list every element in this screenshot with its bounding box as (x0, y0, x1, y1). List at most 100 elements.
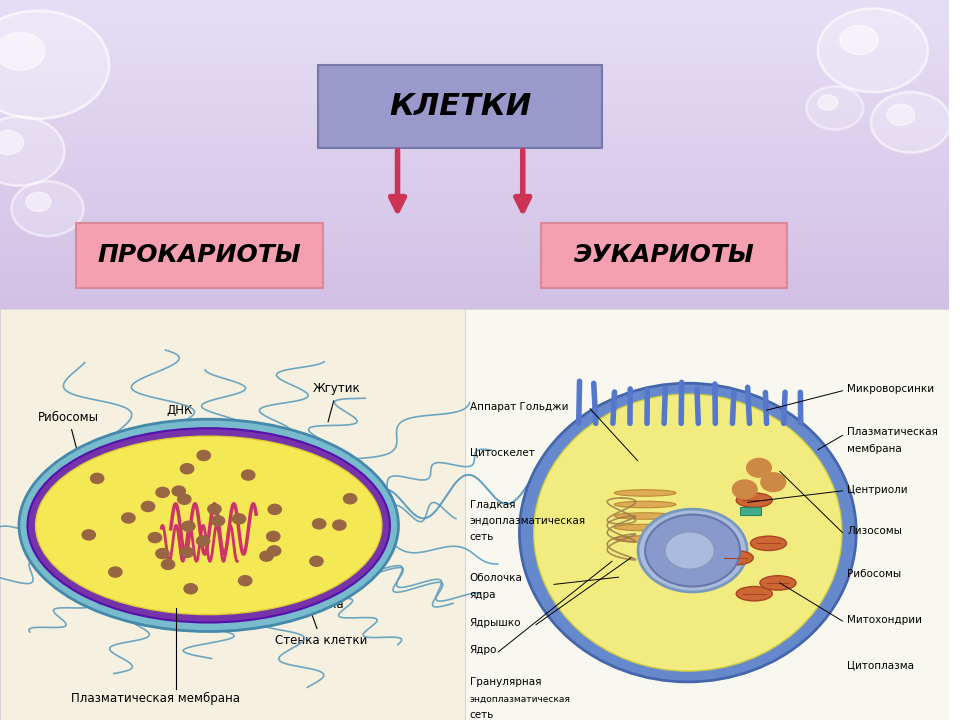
Text: ядра: ядра (469, 590, 496, 600)
Bar (465, 310, 948, 720)
Bar (0, 651, 948, 655)
Bar (0, 667, 948, 671)
Bar (0, 541, 948, 545)
Circle shape (344, 494, 357, 504)
Text: ДНК: ДНК (166, 404, 199, 472)
Bar (0, 312, 948, 317)
Bar (0, 325, 948, 328)
Bar (0, 528, 948, 532)
Circle shape (156, 487, 169, 498)
Bar (0, 261, 948, 265)
Bar (0, 538, 948, 541)
Text: Лизосомы: Лизосомы (848, 526, 902, 536)
Bar (0, 405, 948, 409)
Bar (0, 625, 948, 629)
Bar (0, 693, 948, 697)
Circle shape (178, 494, 191, 504)
Bar (0, 75, 948, 79)
Text: эндоплазматическая: эндоплазматическая (469, 695, 570, 703)
Bar (0, 19, 948, 24)
Bar (0, 677, 948, 681)
Circle shape (181, 521, 195, 531)
Bar (0, 525, 948, 528)
Circle shape (83, 530, 95, 540)
Ellipse shape (751, 536, 786, 551)
Bar (0, 310, 465, 720)
Bar (0, 648, 948, 652)
Ellipse shape (28, 428, 390, 623)
Text: ПРОКАРИОТЫ: ПРОКАРИОТЫ (97, 243, 301, 268)
Circle shape (0, 32, 45, 70)
Bar (0, 560, 948, 564)
Bar (0, 63, 948, 67)
Bar (0, 182, 948, 186)
Bar (0, 583, 948, 587)
Circle shape (232, 514, 246, 524)
Bar (0, 544, 948, 548)
Bar (0, 554, 948, 558)
Bar (0, 603, 948, 606)
Bar (0, 384, 948, 388)
Bar (0, 482, 948, 487)
Text: Цитоплазма: Цитоплазма (848, 660, 914, 670)
Circle shape (818, 9, 928, 92)
Bar (0, 573, 948, 577)
Circle shape (90, 473, 104, 483)
Circle shape (197, 451, 210, 461)
Bar (0, 577, 948, 580)
Bar (0, 609, 948, 613)
Circle shape (732, 480, 757, 499)
Text: Стенка клетки: Стенка клетки (276, 567, 368, 647)
Ellipse shape (534, 394, 842, 671)
Bar (0, 547, 948, 552)
Bar (0, 202, 948, 206)
Bar (0, 700, 948, 703)
Bar (0, 146, 948, 150)
Circle shape (0, 130, 24, 155)
Text: КЛЕТКИ: КЛЕТКИ (389, 91, 531, 121)
Bar (0, 392, 948, 396)
Bar (0, 59, 948, 63)
Bar (0, 222, 948, 225)
Text: О болочка: О болочка (280, 546, 344, 611)
Text: Цитоскелет: Цитоскелет (469, 447, 535, 456)
Bar (0, 629, 948, 632)
Bar (0, 415, 948, 418)
Bar (0, 586, 948, 590)
Bar (0, 317, 948, 320)
Bar (0, 87, 948, 91)
Bar (0, 622, 948, 626)
Bar (0, 0, 948, 4)
Bar (0, 664, 948, 668)
Bar (0, 4, 948, 8)
Circle shape (149, 533, 161, 543)
Bar (0, 356, 948, 360)
Bar (0, 24, 948, 27)
Bar (0, 431, 948, 435)
Bar (0, 428, 948, 431)
Text: Ядро: Ядро (469, 645, 497, 655)
Bar (0, 277, 948, 281)
Bar (0, 143, 948, 146)
Bar (0, 32, 948, 35)
Text: Гладкая: Гладкая (469, 500, 516, 509)
Bar (0, 616, 948, 619)
Bar (0, 174, 948, 178)
Bar (0, 499, 948, 503)
Text: Жгутик: Жгутик (313, 382, 361, 422)
Bar (0, 241, 948, 246)
Bar (0, 402, 948, 405)
Text: Оболочка: Оболочка (469, 574, 522, 583)
Text: эндоплазматическая: эндоплазматическая (469, 516, 586, 526)
Bar (0, 95, 948, 99)
Bar (0, 107, 948, 111)
Bar (0, 8, 948, 12)
FancyBboxPatch shape (540, 223, 787, 288)
Bar (0, 198, 948, 202)
Bar (0, 130, 948, 135)
Bar (0, 217, 948, 222)
Bar (0, 534, 948, 539)
Bar (0, 190, 948, 194)
Bar (0, 644, 948, 649)
Bar (0, 111, 948, 114)
